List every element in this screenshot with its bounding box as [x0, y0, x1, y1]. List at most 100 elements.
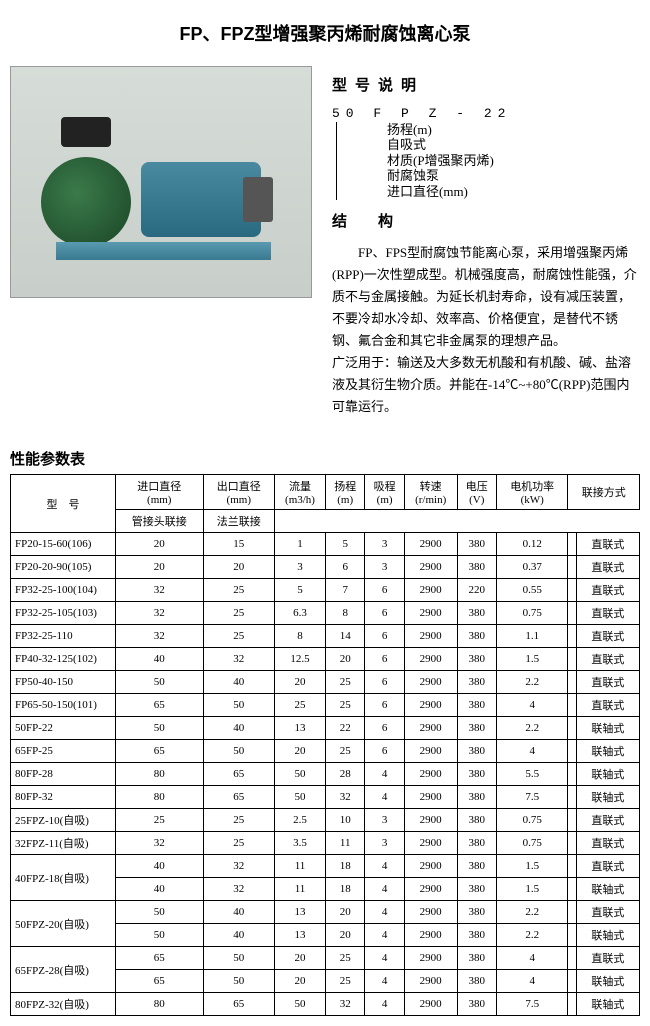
cell: 联轴式 — [576, 924, 639, 947]
table-row: FP32-25-105(103)32256.38629003800.75直联式 — [11, 602, 640, 625]
cell: 40 — [203, 924, 274, 947]
cell: 380 — [457, 694, 496, 717]
cell: 1 — [275, 533, 326, 556]
cell: 40 — [203, 671, 274, 694]
th: 流量(m3/h) — [275, 475, 326, 510]
cell: 7.5 — [496, 993, 567, 1016]
table-row: FP50-40-15050402025629003802.2直联式 — [11, 671, 640, 694]
cell: 6 — [365, 602, 404, 625]
cell: 50 — [203, 694, 274, 717]
table-body: FP20-15-60(106)201515329003800.12直联式FP20… — [11, 533, 640, 1016]
cell: 40 — [116, 855, 204, 878]
table-row: 40FPZ-18(自吸)40321118429003801.5直联式 — [11, 855, 640, 878]
cell: 18 — [326, 878, 365, 901]
cell: 2.2 — [496, 671, 567, 694]
cell: 20 — [326, 648, 365, 671]
cell — [568, 533, 576, 556]
cell: 2900 — [404, 786, 457, 809]
cell: 20 — [275, 970, 326, 993]
cell-model: 32FPZ-11(自吸) — [11, 832, 116, 855]
cell: 2900 — [404, 947, 457, 970]
cell: 32 — [203, 648, 274, 671]
cell: 20 — [203, 556, 274, 579]
description-column: 型号说明 50 F P Z - 22 扬程(m) 自吸式 材质(P增强聚丙烯) … — [332, 66, 640, 418]
model-label: 自吸式 — [387, 137, 640, 153]
cell-model: FP32-25-110 — [11, 625, 116, 648]
cell: 50 — [116, 671, 204, 694]
cell: 65 — [203, 786, 274, 809]
cell: 380 — [457, 763, 496, 786]
cell: 25 — [203, 625, 274, 648]
cell: 1.5 — [496, 648, 567, 671]
cell: 10 — [326, 809, 365, 832]
cell: 0.12 — [496, 533, 567, 556]
cell — [568, 763, 576, 786]
th-connect: 联接方式 — [568, 475, 640, 510]
cell: 50 — [275, 993, 326, 1016]
cell — [568, 671, 576, 694]
cell: 32 — [116, 625, 204, 648]
cell: 2900 — [404, 579, 457, 602]
model-heading: 型号说明 — [332, 74, 640, 98]
cell: 2900 — [404, 901, 457, 924]
cell: 65 — [116, 970, 204, 993]
cell: 20 — [116, 556, 204, 579]
th: 电压(V) — [457, 475, 496, 510]
cell: 2900 — [404, 809, 457, 832]
cell: 0.75 — [496, 809, 567, 832]
cell: 65 — [203, 763, 274, 786]
cell: 380 — [457, 786, 496, 809]
cell: 13 — [275, 717, 326, 740]
cell: 32 — [203, 878, 274, 901]
cell: 12.5 — [275, 648, 326, 671]
cell: 直联式 — [576, 947, 639, 970]
cell: 联轴式 — [576, 717, 639, 740]
cell: 2900 — [404, 648, 457, 671]
cell: 联轴式 — [576, 763, 639, 786]
cell: 直联式 — [576, 832, 639, 855]
cell: 2900 — [404, 878, 457, 901]
cell: 6.3 — [275, 602, 326, 625]
cell: 380 — [457, 556, 496, 579]
cell: 6 — [365, 648, 404, 671]
cell: 25 — [326, 740, 365, 763]
cell: 40 — [203, 901, 274, 924]
cell: 3.5 — [275, 832, 326, 855]
table-row: 80FPZ-32(自吸)80655032429003807.5联轴式 — [11, 993, 640, 1016]
cell: 28 — [326, 763, 365, 786]
cell: 直联式 — [576, 671, 639, 694]
cell: 4 — [365, 763, 404, 786]
cell: 7 — [326, 579, 365, 602]
cell — [568, 993, 576, 1016]
table-header: 型 号 进口直径(mm) 出口直径(mm) 流量(m3/h) 扬程(m) 吸程(… — [11, 475, 640, 533]
cell — [568, 970, 576, 993]
cell: 50 — [116, 924, 204, 947]
cell: 25 — [203, 832, 274, 855]
cell: 6 — [365, 671, 404, 694]
cell: 2900 — [404, 602, 457, 625]
cell-model: 80FP-28 — [11, 763, 116, 786]
cell: 11 — [275, 878, 326, 901]
cell-model: 80FP-32 — [11, 786, 116, 809]
model-label: 扬程(m) — [387, 122, 640, 138]
cell: 18 — [326, 855, 365, 878]
cell: 4 — [496, 740, 567, 763]
cell: 20 — [275, 740, 326, 763]
cell: 13 — [275, 901, 326, 924]
cell: 380 — [457, 648, 496, 671]
cell-model: 50FP-22 — [11, 717, 116, 740]
cell: 直联式 — [576, 809, 639, 832]
cell: 6 — [365, 717, 404, 740]
structure-para1: FP、FPS型耐腐蚀节能离心泵，采用增强聚丙烯(RPP)一次性塑成型。机械强度高… — [332, 242, 640, 352]
cell: 380 — [457, 602, 496, 625]
cell: 380 — [457, 717, 496, 740]
cell — [568, 579, 576, 602]
cell: 3 — [365, 832, 404, 855]
table-row: FP20-15-60(106)201515329003800.12直联式 — [11, 533, 640, 556]
cell: 25 — [275, 694, 326, 717]
pump-body-shape — [41, 157, 131, 247]
cell: 2900 — [404, 625, 457, 648]
cell: 2900 — [404, 763, 457, 786]
cell: 直联式 — [576, 602, 639, 625]
cell: 直联式 — [576, 625, 639, 648]
